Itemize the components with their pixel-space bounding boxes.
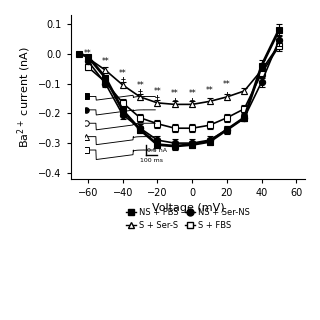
- X-axis label: Voltage (mV): Voltage (mV): [152, 204, 224, 213]
- Text: **: **: [223, 80, 231, 89]
- Text: †: †: [190, 97, 195, 107]
- Text: **: **: [206, 86, 213, 95]
- Text: **: **: [119, 69, 127, 78]
- Text: †: †: [224, 92, 229, 101]
- Text: **: **: [171, 89, 179, 98]
- Text: **: **: [101, 57, 109, 66]
- Text: †: †: [155, 94, 160, 104]
- Y-axis label: Ba$^{2+}$ current (nA): Ba$^{2+}$ current (nA): [15, 46, 33, 148]
- Text: **: **: [136, 81, 144, 90]
- Text: †: †: [172, 97, 177, 107]
- Legend: NS + FBS, S + Ser-S, NS + Ser-NS, S + FBS: NS + FBS, S + Ser-S, NS + Ser-NS, S + FB…: [123, 205, 253, 234]
- Text: **: **: [84, 49, 92, 58]
- Text: **: **: [154, 87, 161, 96]
- Text: †: †: [138, 88, 142, 99]
- Text: †: †: [120, 76, 125, 86]
- Text: **: **: [188, 89, 196, 98]
